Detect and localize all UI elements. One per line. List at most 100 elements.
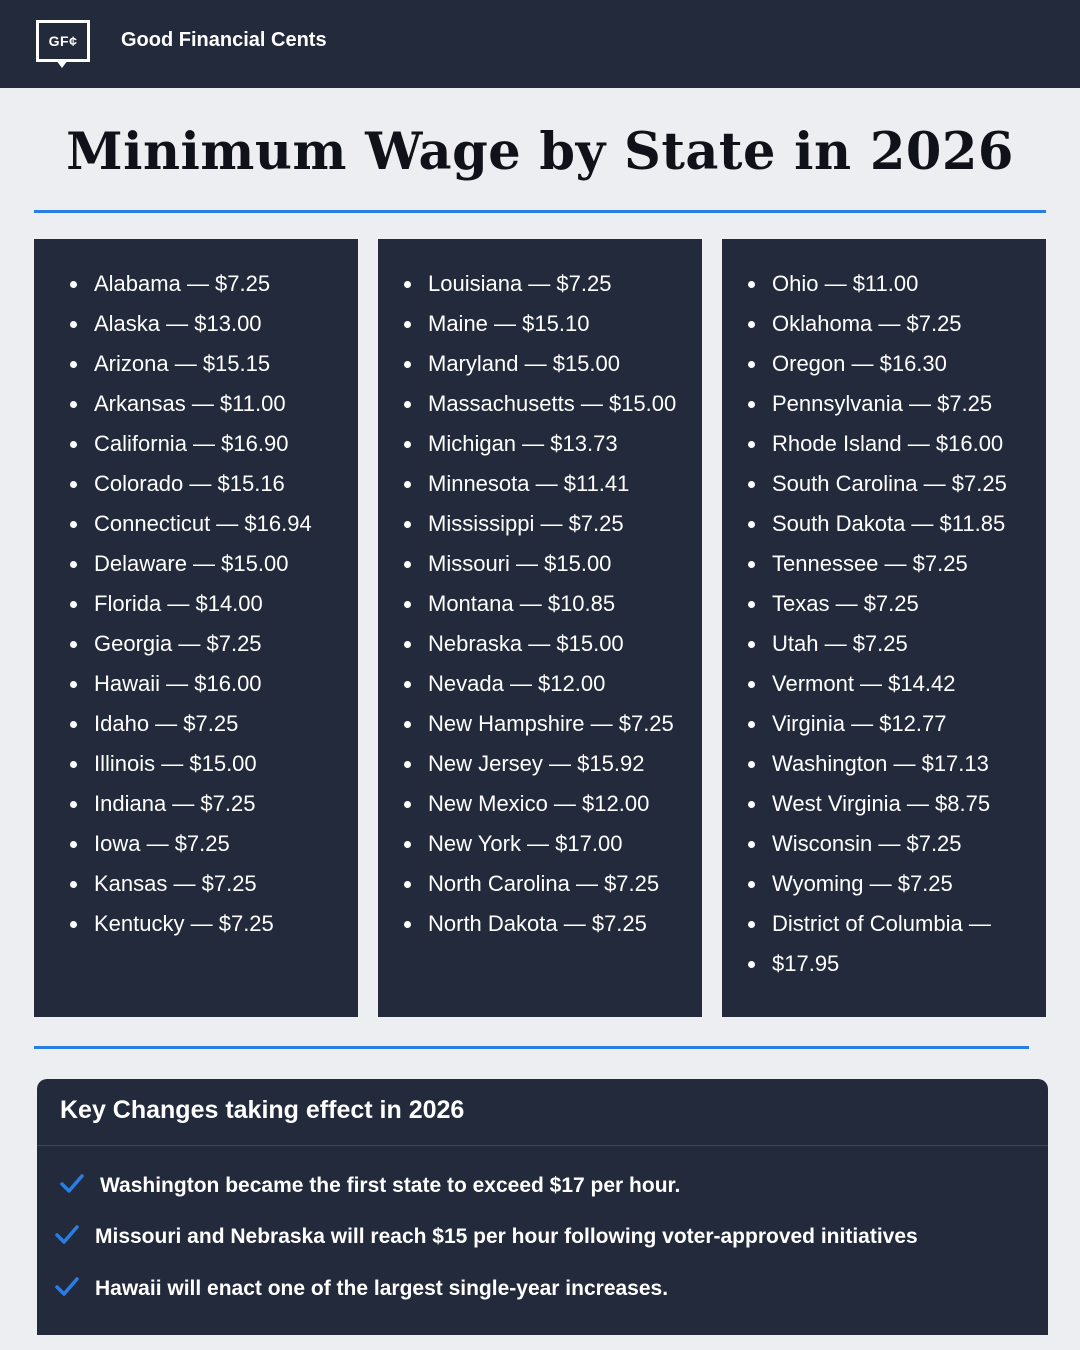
- state-wage-text: Kentucky — $7.25: [94, 911, 274, 936]
- state-wage-text: Delaware — $15.00: [94, 551, 289, 576]
- state-wage-item: California — $16.90: [70, 424, 312, 464]
- state-wage-text: West Virginia — $8.75: [772, 791, 991, 816]
- state-wage-text: Kansas — $7.25: [94, 871, 257, 896]
- state-wage-item: West Virginia — $8.75: [748, 784, 1007, 824]
- key-change-item: Hawaii will enact one of the largest sin…: [95, 1277, 669, 1300]
- state-wage-item: Texas — $7.25: [748, 584, 1007, 624]
- state-wage-item: Tennessee — $7.25: [748, 544, 1007, 584]
- state-wage-text: Minnesota — $11.41: [428, 471, 630, 496]
- state-wage-text: Massachusetts — $15.00: [428, 391, 677, 416]
- state-wage-item: Nebraska — $15.00: [404, 624, 676, 664]
- bullet-icon: [404, 361, 411, 368]
- bullet-icon: [404, 681, 411, 688]
- state-wage-text: Illinois — $15.00: [94, 751, 257, 776]
- state-wage-item: Virginia — $12.77: [748, 704, 1007, 744]
- bullet-icon: [70, 561, 77, 568]
- state-wage-item: $17.95: [748, 944, 1007, 984]
- bullet-icon: [70, 921, 77, 928]
- logo[interactable]: GF¢: [36, 20, 90, 62]
- state-wage-item: Missouri — $15.00: [404, 544, 676, 584]
- bullet-icon: [70, 841, 77, 848]
- bullet-icon: [70, 401, 77, 408]
- state-wage-text: Tennessee — $7.25: [772, 551, 968, 576]
- key-changes-panel: [37, 1079, 1048, 1335]
- state-wage-text: Nevada — $12.00: [428, 671, 606, 696]
- state-wage-text: Oregon — $16.30: [772, 351, 947, 376]
- state-wage-text: Alaska — $13.00: [94, 311, 262, 336]
- bullet-icon: [404, 761, 411, 768]
- state-wage-item: South Carolina — $7.25: [748, 464, 1007, 504]
- bullet-icon: [70, 721, 77, 728]
- key-changes-divider: [37, 1145, 1048, 1146]
- state-wage-item: South Dakota — $11.85: [748, 504, 1007, 544]
- bullet-icon: [748, 401, 755, 408]
- bullet-icon: [748, 281, 755, 288]
- bullet-icon: [748, 361, 755, 368]
- title-divider: [34, 210, 1046, 213]
- state-wage-text: Washington — $17.13: [772, 751, 989, 776]
- bullet-icon: [70, 761, 77, 768]
- state-wage-text: Wisconsin — $7.25: [772, 831, 962, 856]
- state-wage-item: North Carolina — $7.25: [404, 864, 676, 904]
- bullet-icon: [404, 841, 411, 848]
- state-wage-item: New Hampshire — $7.25: [404, 704, 676, 744]
- bullet-icon: [70, 281, 77, 288]
- state-wage-item: Maryland — $15.00: [404, 344, 676, 384]
- state-wage-text: Indiana — $7.25: [94, 791, 256, 816]
- state-wage-item: Massachusetts — $15.00: [404, 384, 677, 424]
- state-wage-item: Washington — $17.13: [748, 744, 1007, 784]
- key-change-item: Washington became the first state to exc…: [100, 1174, 681, 1197]
- bullet-icon: [70, 521, 77, 528]
- bullet-icon: [404, 441, 411, 448]
- state-wage-text: Georgia — $7.25: [94, 631, 262, 656]
- state-wage-text: North Dakota — $7.25: [428, 911, 647, 936]
- bullet-icon: [404, 481, 411, 488]
- state-wage-item: Oklahoma — $7.25: [748, 304, 1007, 344]
- state-wage-item: Louisiana — $7.25: [404, 264, 676, 304]
- state-wage-item: Colorado — $15.16: [70, 464, 312, 504]
- state-wage-text: Utah — $7.25: [772, 631, 908, 656]
- state-wage-text: Maine — $15.10: [428, 311, 590, 336]
- bullet-icon: [748, 761, 755, 768]
- state-wage-item: Alaska — $13.00: [70, 304, 312, 344]
- state-wage-item: Delaware — $15.00: [70, 544, 312, 584]
- state-wage-text: Oklahoma — $7.25: [772, 311, 962, 336]
- key-changes-title: Key Changes taking effect in 2026: [60, 1096, 465, 1124]
- bullet-icon: [70, 881, 77, 888]
- bullet-icon: [404, 561, 411, 568]
- state-wage-item: Hawaii — $16.00: [70, 664, 312, 704]
- state-wage-text: New Jersey — $15.92: [428, 751, 645, 776]
- brand-name[interactable]: Good Financial Cents: [121, 29, 327, 51]
- key-change-item: Missouri and Nebraska will reach $15 per…: [95, 1225, 918, 1248]
- bullet-icon: [748, 961, 755, 968]
- state-wage-item: Wyoming — $7.25: [748, 864, 1007, 904]
- state-wage-text: Alabama — $7.25: [94, 271, 271, 296]
- state-wage-text: Iowa — $7.25: [94, 831, 230, 856]
- state-wage-text: New Hampshire — $7.25: [428, 711, 674, 736]
- bullet-icon: [748, 921, 755, 928]
- bullet-icon: [404, 921, 411, 928]
- state-wage-item: Rhode Island — $16.00: [748, 424, 1007, 464]
- states-column-1: Alabama — $7.25 Alaska — $13.00 Arizona — …: [34, 239, 358, 1017]
- bullet-icon: [748, 721, 755, 728]
- bullet-icon: [70, 681, 77, 688]
- state-wage-item: Indiana — $7.25: [70, 784, 312, 824]
- state-wage-text: Rhode Island — $16.00: [772, 431, 1004, 456]
- state-wage-item: Arkansas — $11.00: [70, 384, 312, 424]
- bullet-icon: [70, 321, 77, 328]
- checkmark-icon: [55, 1277, 79, 1296]
- state-wage-item: Connecticut — $16.94: [70, 504, 312, 544]
- bullet-icon: [748, 601, 755, 608]
- state-wage-text: Wyoming — $7.25: [772, 871, 953, 896]
- states-column-3: Ohio — $11.00 Oklahoma — $7.25 Oregon — $1…: [722, 239, 1046, 1017]
- header-bar: GF¢ Good Financial Cents: [0, 0, 1080, 88]
- state-wage-text: Vermont — $14.42: [772, 671, 956, 696]
- checkmark-icon: [60, 1174, 84, 1193]
- bullet-icon: [404, 601, 411, 608]
- state-wage-item: Kentucky — $7.25: [70, 904, 312, 944]
- state-wage-item: North Dakota — $7.25: [404, 904, 676, 944]
- bullet-icon: [748, 561, 755, 568]
- state-wage-text: Idaho — $7.25: [94, 711, 239, 736]
- bullet-icon: [404, 801, 411, 808]
- state-wage-item: Michigan — $13.73: [404, 424, 676, 464]
